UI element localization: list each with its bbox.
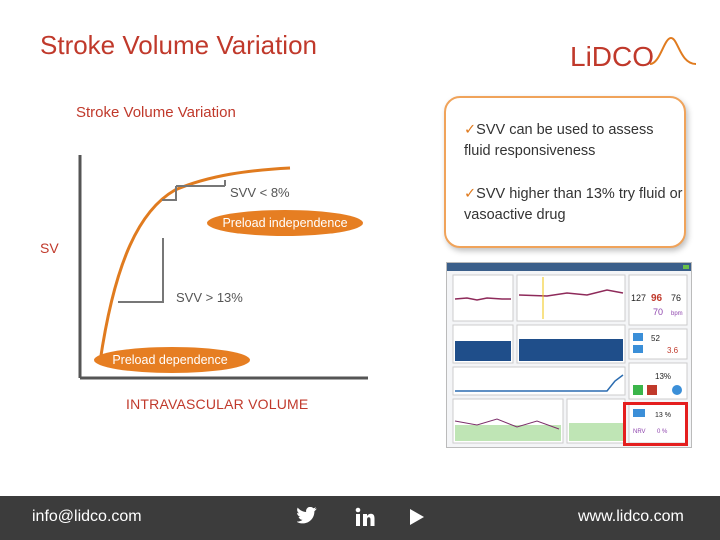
linkedin-icon[interactable] xyxy=(355,507,375,527)
monitor-screenshot: 127 96 76 70 bpm 52 3.6 13% 13 % NRV 0 % xyxy=(446,262,692,448)
monitor-sv: 76 xyxy=(671,293,681,303)
callout-bullet-text: SVV can be used to assess fluid responsi… xyxy=(464,122,654,159)
monitor-ci: 3.6 xyxy=(667,346,679,355)
check-icon: ✓ xyxy=(464,186,477,202)
monitor-svv: 13% xyxy=(655,372,671,381)
footer-email[interactable]: info@lidco.com xyxy=(32,508,142,525)
footer-website[interactable]: www.lidco.com xyxy=(578,508,684,525)
slide-title: Stroke Volume Variation xyxy=(40,30,317,60)
monitor-map: 127 xyxy=(631,293,646,303)
preload-dependence-label: Preload dependence xyxy=(112,353,227,367)
logo-text: LiDCO xyxy=(570,41,654,72)
upper-step xyxy=(162,186,177,201)
lower-step-label: SVV > 13% xyxy=(176,290,243,305)
preload-independence-label: Preload independence xyxy=(222,216,347,230)
twitter-icon[interactable] xyxy=(297,507,319,527)
lower-step xyxy=(118,238,164,303)
monitor-bpm: bpm xyxy=(671,311,683,317)
monitor-hr: 96 xyxy=(651,293,663,304)
callout-bullet-text: SVV higher than 13% try fluid or vasoact… xyxy=(464,186,683,223)
starling-curve xyxy=(98,166,291,363)
callout-bullet: ✓SVV can be used to assess fluid respons… xyxy=(464,120,684,162)
callout-bullet: ✓SVV higher than 13% try fluid or vasoac… xyxy=(464,184,684,226)
check-icon: ✓ xyxy=(464,122,477,138)
x-axis-label: INTRAVASCULAR VOLUME xyxy=(126,396,309,412)
monitor-highlight-svv: 13 % xyxy=(655,412,671,419)
monitor-bp: 70 xyxy=(653,307,663,317)
preload-dependence-pill xyxy=(94,347,250,373)
play-icon[interactable] xyxy=(408,508,426,526)
lidco-logo: LiDCO xyxy=(570,36,697,72)
preload-independence-pill xyxy=(207,210,363,236)
callout-box: ✓SVV can be used to assess fluid respons… xyxy=(444,96,686,248)
chart-title: Stroke Volume Variation xyxy=(76,104,236,121)
upper-step-label: SVV < 8% xyxy=(230,185,290,200)
frank-starling-chart: SVV < 8% SVV > 13% Preload independence … xyxy=(78,155,368,380)
monitor-highlight-ppv: NRV xyxy=(633,429,646,435)
monitor-highlight-ppv-val: 0 % xyxy=(657,429,668,435)
monitor-co: 52 xyxy=(651,334,660,343)
monitor-highlight-box xyxy=(623,402,688,446)
y-axis-label: SV xyxy=(40,240,59,256)
